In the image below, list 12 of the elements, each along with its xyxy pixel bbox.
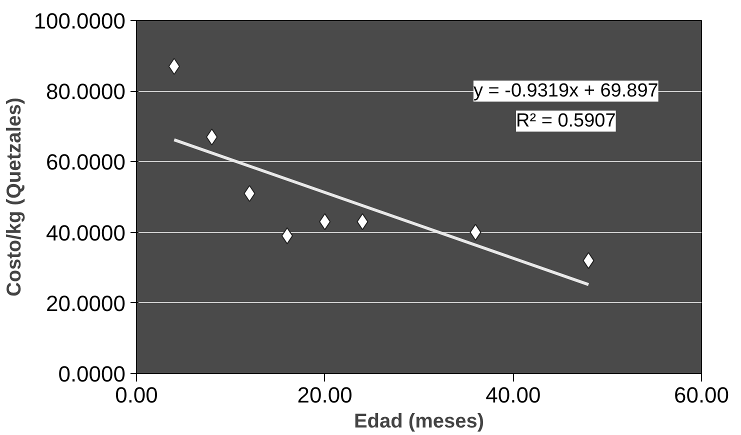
y-tick-label: 80.0000 [46, 79, 126, 104]
annotation: y = -0.9319x + 69.897 [473, 80, 658, 102]
y-tick-label: 100.0000 [34, 8, 126, 34]
annotation: R² = 0.5907 [516, 110, 616, 132]
y-axis-title: Costo/kg (Quetzales) [4, 98, 26, 296]
x-tick-label: 40.00 [486, 382, 541, 408]
y-tick-label: 20.0000 [46, 290, 126, 316]
y-tick-label: 40.0000 [46, 220, 126, 246]
x-axis-title: Edad (meses) [354, 410, 484, 432]
y-tick-label: 60.0000 [46, 150, 126, 175]
x-tick-label: 60.00 [674, 382, 730, 408]
x-tick-label: 20.00 [297, 382, 352, 408]
